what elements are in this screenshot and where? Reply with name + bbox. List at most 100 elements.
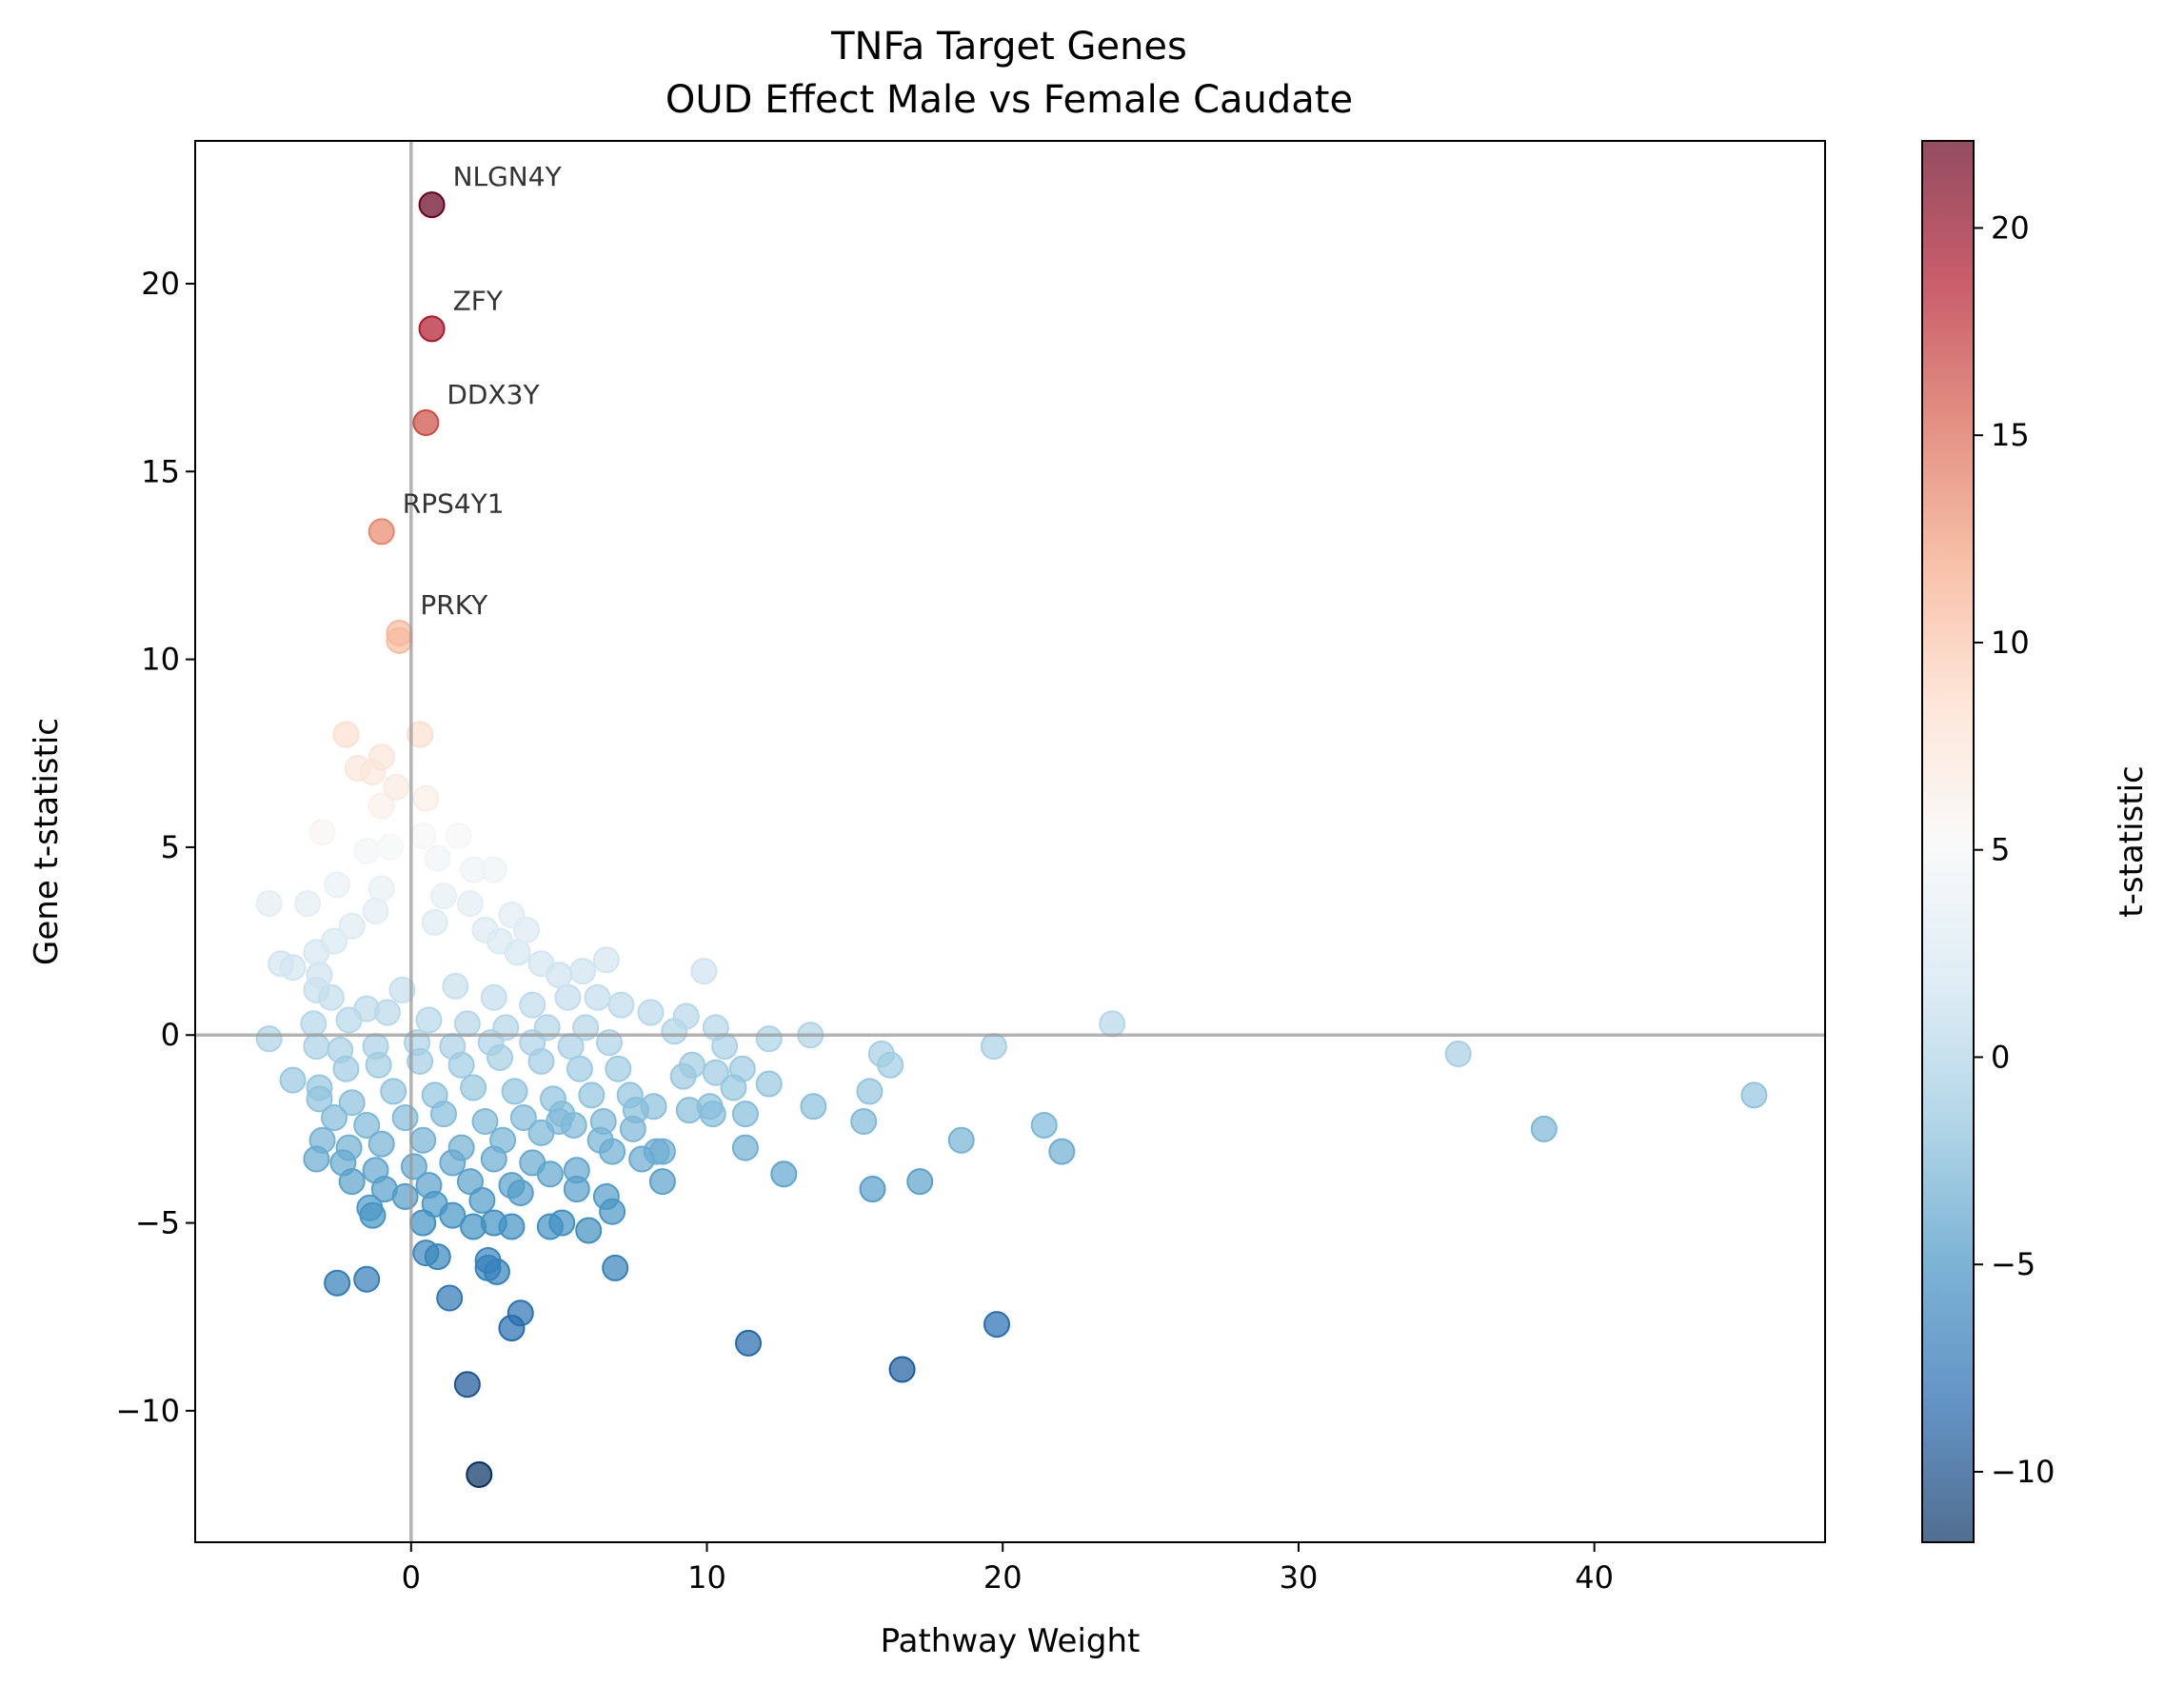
- data-point: [338, 1089, 366, 1117]
- data-point: [501, 1078, 528, 1105]
- data-point: [421, 908, 448, 936]
- point-annotation: PRKY: [420, 589, 488, 621]
- data-point: [483, 1258, 510, 1285]
- data-point: [453, 1010, 481, 1038]
- y-tick-label: 5: [161, 829, 180, 865]
- data-point: [332, 721, 360, 748]
- data-point: [429, 883, 457, 910]
- data-point: [560, 1111, 587, 1139]
- colorbar-label: t-statistic: [2113, 765, 2151, 917]
- colorbar: −10 −5 0 5 10 15 20 t-statistic: [1921, 140, 2151, 1543]
- data-point: [344, 755, 371, 783]
- y-tick-label: −10: [115, 1393, 180, 1429]
- data-point: [456, 1168, 484, 1196]
- data-point: [324, 871, 351, 899]
- data-point: [702, 1059, 729, 1086]
- data-point: [338, 912, 366, 940]
- x-axis: 0 10 20 30 40: [402, 1542, 1614, 1596]
- data-point: [380, 1078, 407, 1105]
- x-tick-label: 40: [1575, 1559, 1614, 1596]
- data-point: [563, 1176, 590, 1203]
- colorbar-tick-label: 0: [1991, 1039, 2010, 1075]
- data-point: [859, 1176, 886, 1203]
- y-tick-label: 0: [161, 1017, 180, 1053]
- data-point: [442, 972, 469, 1000]
- data-point: [1740, 1081, 1768, 1109]
- x-tick-label: 0: [402, 1559, 421, 1596]
- data-point: [308, 819, 336, 846]
- data-point: [332, 1055, 360, 1082]
- x-axis-label: Pathway Weight: [881, 1622, 1141, 1660]
- data-point: [527, 1047, 555, 1075]
- data-point: [735, 1329, 763, 1357]
- data-point: [575, 1217, 603, 1244]
- data-point: [1030, 1111, 1058, 1139]
- data-point: [436, 1284, 464, 1312]
- data-point: [770, 1160, 798, 1188]
- data-point: [456, 890, 484, 918]
- data-point: [445, 823, 472, 850]
- data-point: [359, 1201, 387, 1229]
- data-point: [720, 1074, 747, 1101]
- data-point: [619, 1115, 646, 1142]
- plot-frame: [194, 140, 1826, 1543]
- data-point: [424, 844, 451, 872]
- labeled-point: [386, 619, 413, 646]
- data-point: [527, 1119, 555, 1146]
- data-point: [453, 1371, 481, 1398]
- data-point: [306, 1085, 333, 1113]
- y-axis-label: Gene t-statistic: [28, 718, 66, 965]
- data-point: [306, 962, 333, 989]
- labeled-point: [367, 518, 395, 545]
- data-point: [353, 1265, 381, 1293]
- data-point: [424, 1243, 451, 1271]
- data-point: [439, 1149, 467, 1177]
- data-point: [690, 958, 718, 985]
- data-point: [294, 890, 322, 918]
- data-point: [602, 1254, 629, 1281]
- data-point: [675, 1097, 703, 1124]
- data-point: [584, 983, 611, 1011]
- data-point: [407, 1047, 434, 1075]
- data-point: [637, 999, 665, 1026]
- data-point: [527, 950, 555, 978]
- data-point: [303, 1145, 330, 1173]
- data-point: [415, 1006, 443, 1034]
- data-point: [669, 1062, 697, 1090]
- data-point: [1530, 1115, 1558, 1142]
- colorbar-ticks: −10 −5 0 5 10 15 20: [1974, 209, 2055, 1490]
- data-point: [412, 784, 440, 812]
- x-tick-label: 30: [1280, 1559, 1319, 1596]
- data-point: [980, 1033, 1007, 1061]
- data-point: [1048, 1138, 1076, 1165]
- data-point: [578, 1081, 606, 1109]
- y-tick-label: 15: [141, 453, 180, 489]
- data-point: [362, 898, 389, 925]
- data-point: [303, 1033, 330, 1061]
- data-point: [321, 927, 348, 955]
- data-point: [877, 1051, 904, 1079]
- data-point: [480, 983, 507, 1011]
- data-point: [1444, 1040, 1472, 1067]
- data-point: [599, 1198, 626, 1225]
- data-point: [391, 1182, 419, 1210]
- data-point: [731, 1134, 759, 1161]
- data-point: [480, 856, 507, 883]
- data-point: [353, 1111, 381, 1139]
- data-point: [599, 1138, 626, 1165]
- data-point: [439, 1201, 467, 1229]
- data-point: [468, 1186, 496, 1214]
- data-point: [888, 1356, 916, 1383]
- colorbar-gradient: [1921, 140, 1975, 1543]
- data-point: [388, 976, 416, 1003]
- y-axis: −10 −5 0 5 10 15 20: [115, 266, 195, 1429]
- data-point: [471, 1108, 499, 1136]
- data-point: [409, 823, 437, 850]
- data-point: [731, 1101, 759, 1128]
- data-point: [409, 1126, 437, 1154]
- data-point: [367, 1130, 395, 1158]
- data-point: [367, 875, 395, 903]
- data-point: [755, 1025, 783, 1053]
- data-point: [429, 1101, 457, 1128]
- data-point: [755, 1070, 783, 1098]
